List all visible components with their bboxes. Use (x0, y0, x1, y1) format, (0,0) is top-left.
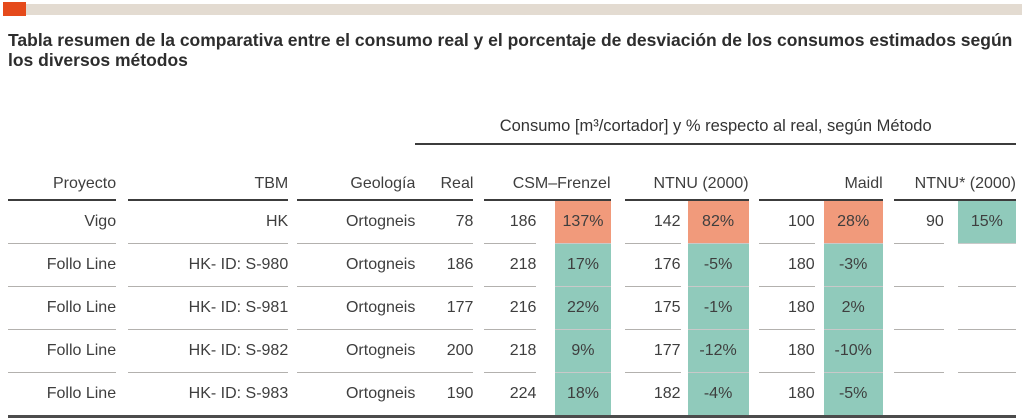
cell-geologia: Ortogneis (345, 385, 416, 402)
cell-real: 200 (415, 329, 474, 373)
cell-tbm: HK- ID: S-983 (188, 385, 289, 402)
cell-csm-value: 224 (509, 385, 537, 402)
cell-ntnu-star-percent (958, 373, 1016, 417)
cell-ntnu-star-value: 90 (893, 200, 944, 244)
cell-ntnu-star-percent (957, 286, 1016, 330)
cell-maidl-value: 180 (758, 286, 815, 330)
col-header-tbm: TBM (128, 144, 289, 201)
table-row: Follo Line HK- ID: S-983 Ortogneis 190 2… (8, 372, 1016, 417)
col-header-geologia: Geología (297, 144, 416, 201)
cell-ntnu-value: 177 (624, 329, 681, 373)
accent-square (3, 2, 26, 16)
span-header: Consumo [m³/cortador] y % respecto al re… (415, 100, 1016, 145)
cell-maidl-percent: 28% (823, 200, 883, 244)
cell-real: 186 (415, 243, 474, 287)
cell-csm-value: 218 (484, 329, 537, 373)
cell-maidl-value: 180 (758, 329, 815, 373)
table-row: Follo Line HK- ID: S-980 Ortogneis 186 2… (8, 243, 1016, 287)
cell-ntnu-star-value (893, 243, 944, 287)
cell-ntnu-star-percent (957, 329, 1016, 373)
cell-csm-percent: 17% (555, 243, 611, 287)
cell-ntnu-value: 175 (624, 286, 681, 330)
cell-maidl-value: 180 (758, 243, 815, 287)
cell-proyecto: Vigo (8, 200, 117, 244)
top-accent-bar (26, 4, 1022, 15)
cell-ntnu-percent: -1% (687, 286, 749, 330)
cell-ntnu-value: 142 (624, 200, 681, 244)
cell-maidl-percent: -3% (823, 243, 883, 287)
cell-maidl-percent: -5% (823, 372, 883, 417)
cell-csm-percent: 18% (555, 372, 611, 417)
cell-csm-value: 218 (484, 243, 537, 287)
cell-proyecto: Follo Line (46, 385, 117, 402)
cell-ntnu-percent: -4% (687, 372, 749, 417)
col-header-maidl: Maidl (758, 144, 883, 201)
table-row: Vigo HK Ortogneis 78 186 137% 142 82% 10… (8, 200, 1016, 244)
comparison-table: Consumo [m³/cortador] y % respecto al re… (8, 100, 1016, 418)
cell-geologia: Ortogneis (297, 286, 416, 330)
cell-csm-percent: 22% (555, 286, 611, 330)
cell-real: 177 (415, 286, 474, 330)
col-header-ntnu-2000: NTNU (2000) (624, 144, 749, 201)
col-header-ntnu-star-2000: NTNU* (2000) (893, 144, 1016, 201)
cell-ntnu-star-value (894, 373, 944, 417)
cell-ntnu-star-value (893, 329, 944, 373)
cell-real: 190 (446, 385, 474, 402)
cell-proyecto: Follo Line (8, 329, 117, 373)
cell-proyecto: Follo Line (8, 286, 117, 330)
span-header-row: Consumo [m³/cortador] y % respecto al re… (8, 100, 1016, 145)
cell-geologia: Ortogneis (297, 243, 416, 287)
cell-csm-percent: 137% (555, 200, 611, 244)
cell-tbm: HK- ID: S-981 (128, 286, 289, 330)
cell-tbm: HK- ID: S-980 (128, 243, 289, 287)
cell-ntnu-value: 182 (653, 385, 681, 402)
cell-geologia: Ortogneis (297, 329, 416, 373)
cell-csm-value: 186 (484, 200, 537, 244)
cell-ntnu-value: 176 (624, 243, 681, 287)
cell-tbm: HK- ID: S-982 (128, 329, 289, 373)
cell-ntnu-percent: -12% (687, 329, 749, 373)
cell-ntnu-percent: 82% (687, 200, 749, 244)
cell-real: 78 (415, 200, 474, 244)
cell-maidl-percent: 2% (823, 286, 883, 330)
table-title: Tabla resumen de la comparativa entre el… (8, 30, 1013, 71)
column-header-row: Proyecto TBM Geología Real CSM–Frenzel N… (8, 144, 1016, 201)
cell-proyecto: Follo Line (8, 243, 117, 287)
cell-csm-percent: 9% (555, 329, 611, 373)
col-header-csm-frenzel: CSM–Frenzel (484, 144, 611, 201)
cell-ntnu-star-percent (957, 243, 1016, 287)
col-header-proyecto: Proyecto (8, 144, 117, 201)
table-row: Follo Line HK- ID: S-981 Ortogneis 177 2… (8, 286, 1016, 330)
cell-ntnu-star-percent: 15% (957, 200, 1016, 244)
cell-tbm: HK (128, 200, 289, 244)
table-row: Follo Line HK- ID: S-982 Ortogneis 200 2… (8, 329, 1016, 373)
cell-ntnu-star-value (893, 286, 944, 330)
cell-geologia: Ortogneis (297, 200, 416, 244)
cell-maidl-percent: -10% (823, 329, 883, 373)
cell-maidl-value: 180 (787, 385, 815, 402)
cell-csm-value: 216 (484, 286, 537, 330)
col-header-real: Real (415, 144, 474, 201)
cell-maidl-value: 100 (758, 200, 815, 244)
cell-ntnu-percent: -5% (687, 243, 749, 287)
